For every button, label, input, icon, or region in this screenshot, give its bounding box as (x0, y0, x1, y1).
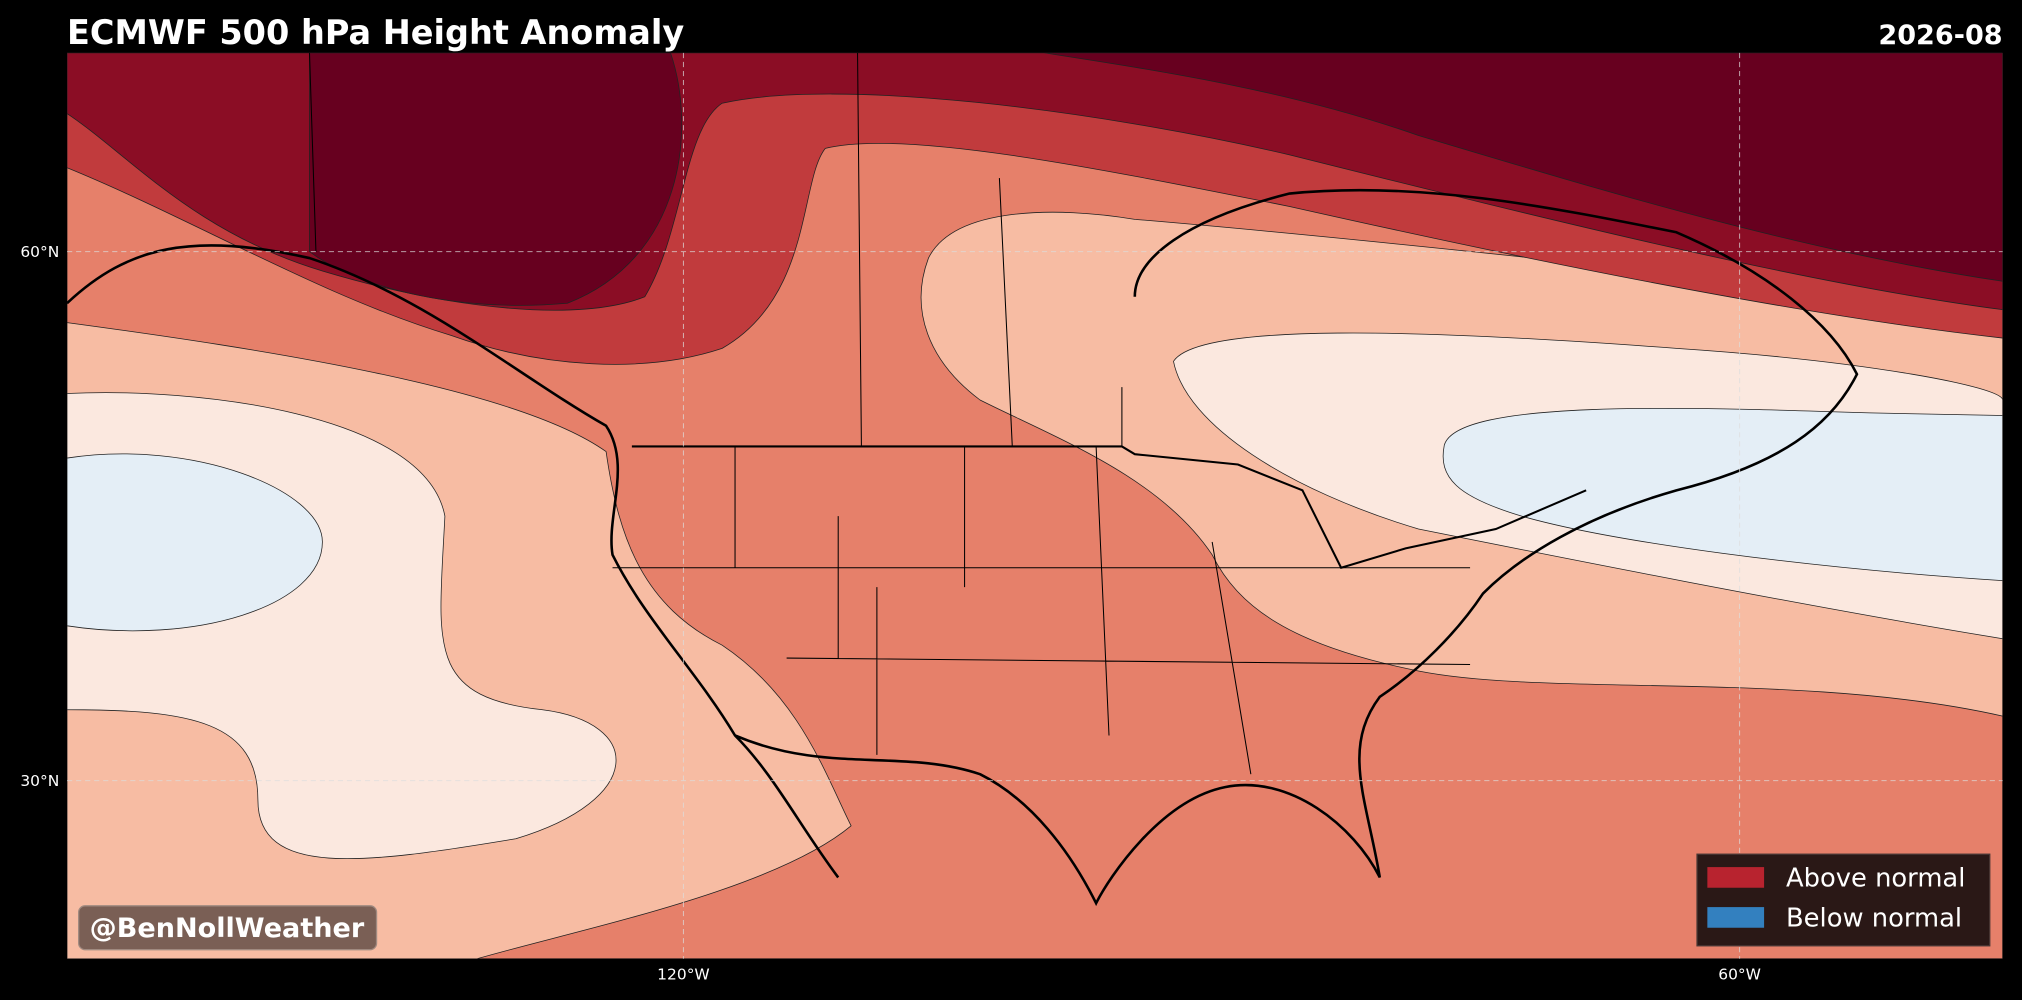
title: ECMWF 500 hPa Height Anomaly (67, 13, 684, 52)
lat-label: 30°N (20, 772, 59, 790)
legend-label: Below normal (1786, 903, 1962, 933)
graticule (67, 52, 2003, 959)
legend-label: Above normal (1786, 863, 1965, 893)
coastlines (67, 52, 1859, 907)
contour-band (1044, 52, 2003, 282)
lat-label: 60°N (20, 243, 59, 261)
legend-swatch (1707, 907, 1765, 928)
date: 2026-08 (1878, 20, 2002, 51)
lon-label: 60°W (1718, 965, 1761, 983)
watermark-box (78, 905, 378, 951)
watermark: @BenNollWeather (90, 913, 365, 944)
lon-label: 120°W (657, 965, 710, 983)
anomaly-contours (67, 52, 2003, 959)
legend-swatch (1707, 867, 1765, 888)
contour-band (1442, 407, 2003, 582)
legend: Above normal Below normal (1707, 863, 1965, 933)
contour-band (67, 453, 323, 632)
